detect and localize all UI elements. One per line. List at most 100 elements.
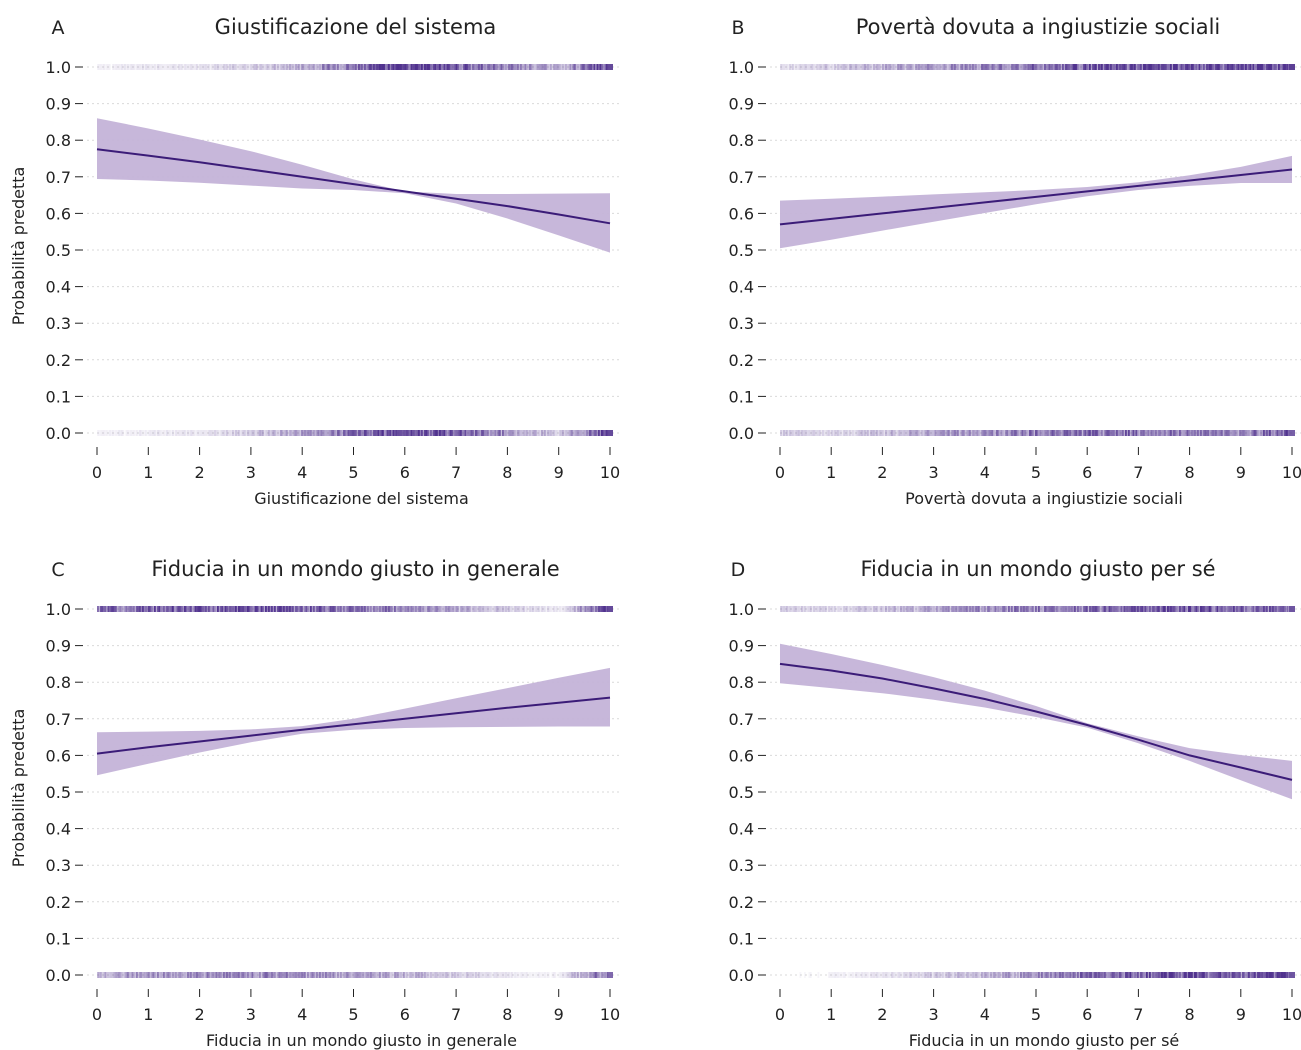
rug-tick xyxy=(937,972,940,978)
rug-tick xyxy=(906,606,908,612)
rug-tick xyxy=(272,972,275,978)
rug-tick xyxy=(882,972,884,978)
rug-tick xyxy=(888,972,890,978)
rug-tick xyxy=(997,972,1000,978)
rug-tick xyxy=(496,64,498,70)
x-tick-label: 8 xyxy=(502,1005,512,1024)
rug-tick xyxy=(1200,972,1202,978)
rug-tick xyxy=(322,606,324,612)
rug-tick xyxy=(859,64,862,70)
rug-tick xyxy=(1251,606,1253,612)
rug-tick xyxy=(994,972,997,978)
rug-tick xyxy=(1182,64,1184,70)
rug-tick xyxy=(850,64,853,70)
rug-tick xyxy=(1243,606,1246,612)
rug-tick xyxy=(145,606,147,612)
rug-tick xyxy=(116,430,119,436)
rug-tick xyxy=(241,430,243,436)
rug-tick xyxy=(211,606,213,612)
rug-tick xyxy=(1075,64,1078,70)
rug-tick xyxy=(226,64,228,70)
x-tick-label: 7 xyxy=(1133,463,1143,482)
y-tick-label: 0.8 xyxy=(729,673,754,692)
rug-tick xyxy=(993,430,995,436)
rug-tick xyxy=(541,430,543,436)
rug-tick xyxy=(871,972,874,978)
rug-tick xyxy=(491,972,494,978)
rug-tick xyxy=(838,606,841,612)
rug-tick xyxy=(140,606,143,612)
rug-tick xyxy=(1032,606,1034,612)
rug-tick xyxy=(1239,972,1241,978)
rug-tick xyxy=(418,972,420,978)
rug-tick xyxy=(1266,606,1268,612)
rug-tick xyxy=(469,64,471,70)
rug-tick xyxy=(311,64,314,70)
rug-tick xyxy=(1273,972,1276,978)
rug-tick xyxy=(346,430,348,436)
rug-tick xyxy=(229,972,231,978)
rug-tick xyxy=(808,430,811,436)
rug-tick xyxy=(1287,430,1289,436)
rug-tick xyxy=(160,430,162,436)
rug-tick xyxy=(542,972,545,978)
rug-tick xyxy=(400,972,402,978)
rug-tick xyxy=(942,606,944,612)
rug-tick xyxy=(823,606,826,612)
rug-tick xyxy=(1114,972,1117,978)
rug-tick xyxy=(538,606,540,612)
rug-tick xyxy=(862,430,865,436)
rug-tick xyxy=(265,606,267,612)
rug-tick xyxy=(499,972,501,978)
rug-tick xyxy=(897,64,899,70)
rug-tick xyxy=(458,430,461,436)
rug-tick xyxy=(1003,972,1006,978)
rug-tick xyxy=(1063,430,1066,436)
rug-tick xyxy=(1069,430,1072,436)
rug-tick xyxy=(332,606,335,612)
rug-tick xyxy=(1284,606,1286,612)
rug-tick xyxy=(1186,606,1189,612)
rug-tick xyxy=(521,606,524,612)
rug-tick xyxy=(341,64,344,70)
rug-tick xyxy=(1068,606,1070,612)
rug-tick xyxy=(374,606,377,612)
rug-tick xyxy=(227,972,230,978)
rug-tick xyxy=(1188,64,1190,70)
rug-tick xyxy=(347,606,350,612)
rug-tick xyxy=(118,430,120,436)
rug-tick xyxy=(972,606,974,612)
rug-tick xyxy=(867,606,869,612)
rug-tick xyxy=(236,64,239,70)
x-tick-label: 10 xyxy=(1282,463,1301,482)
rug-tick xyxy=(1068,64,1070,70)
rug-tick xyxy=(497,430,500,436)
rug-tick xyxy=(401,606,404,612)
rug-tick xyxy=(1057,606,1060,612)
rug-tick xyxy=(969,972,971,978)
x-axis-label: Giustificazione del sistema xyxy=(254,489,469,508)
rug-tick xyxy=(918,64,920,70)
rug-tick xyxy=(945,430,947,436)
rug-tick xyxy=(1200,606,1202,612)
rug-tick xyxy=(209,430,212,436)
rug-tick xyxy=(1060,430,1063,436)
rug-tick xyxy=(996,972,998,978)
rug-tick xyxy=(1146,972,1148,978)
rug-tick xyxy=(559,972,561,978)
rug-tick xyxy=(137,430,140,436)
rug-tick xyxy=(274,430,276,436)
rug-tick xyxy=(1143,430,1145,436)
rug-tick xyxy=(347,430,350,436)
rug-tick xyxy=(1281,64,1283,70)
rug-tick xyxy=(880,430,883,436)
rug-tick xyxy=(454,430,456,436)
rug-tick xyxy=(828,430,830,436)
rug-tick xyxy=(984,430,986,436)
rug-tick xyxy=(491,64,494,70)
rug-tick xyxy=(1200,430,1202,436)
rug-tick xyxy=(145,430,147,436)
rug-tick xyxy=(1063,64,1066,70)
rug-tick xyxy=(170,972,173,978)
rug-tick xyxy=(571,430,573,436)
